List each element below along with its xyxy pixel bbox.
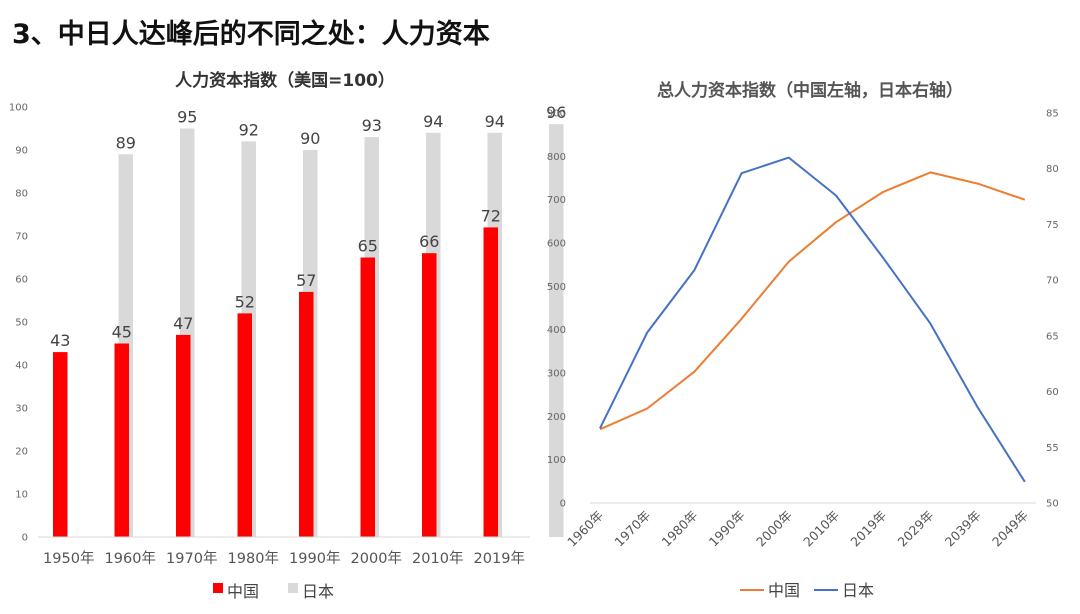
series-line-japan: [599, 156, 1026, 483]
line-x-tick-label: 1970年: [611, 508, 653, 550]
line-y-right-tick-label: 70: [1046, 276, 1059, 287]
bar-china: [299, 291, 314, 537]
bar-japan: [549, 124, 564, 537]
bar-data-label: 72: [481, 206, 501, 225]
line-x-tick-label: 2010年: [800, 508, 842, 550]
bar-y-tick-label: 60: [15, 275, 28, 286]
line-y-left-tick-label: 0: [560, 499, 566, 510]
line-x-tick-label: 2039年: [942, 508, 984, 550]
bar-x-tick-label: 2000年: [351, 550, 402, 567]
line-y-left-tick-label: 900: [547, 109, 566, 120]
legend-label-japan: 日本: [302, 582, 334, 601]
line-y-right-tick-label: 80: [1046, 164, 1059, 175]
bar-china: [422, 253, 437, 537]
bar-y-tick-label: 30: [15, 404, 28, 415]
bar-chart-title: 人力资本指数（美国=100）: [175, 71, 395, 91]
line-y-right-tick-label: 55: [1046, 443, 1059, 454]
bar-data-label: 89: [116, 133, 136, 152]
bar-data-label: 66: [419, 232, 439, 251]
line-y-right-tick-label: 85: [1046, 109, 1059, 120]
bar-x-tick-label: 2019年: [474, 550, 525, 567]
bar-x-tick-label: 2010年: [412, 550, 463, 567]
bar-data-label: 94: [485, 112, 505, 131]
line-x-tick-label: 2000年: [753, 508, 795, 550]
line-y-right-tick-label: 60: [1046, 387, 1059, 398]
bar-data-label: 94: [423, 112, 443, 131]
legend-label-china: 中国: [227, 582, 259, 601]
legend-swatch-japan: [288, 583, 298, 593]
bar-data-label: 65: [358, 237, 378, 256]
line-y-left-tick-label: 400: [547, 325, 566, 336]
bar-y-tick-label: 80: [15, 189, 28, 200]
line-y-right-tick-label: 65: [1046, 331, 1059, 342]
bar-data-label: 43: [50, 331, 70, 350]
bar-y-tick-label: 40: [15, 361, 28, 372]
bar-data-label: 47: [173, 314, 193, 333]
bar-y-tick-label: 100: [9, 103, 28, 114]
page-title: 3、中日人达峰后的不同之处：人力资本: [12, 19, 490, 50]
line-y-left-tick-label: 700: [547, 195, 566, 206]
bar-data-label: 96: [546, 103, 566, 122]
line-y-left-tick-label: 500: [547, 282, 566, 293]
bar-china: [176, 334, 191, 537]
bar-data-label: 57: [296, 271, 316, 290]
bar-x-tick-label: 1980年: [228, 550, 279, 567]
bar-x-tick-label: 1950年: [43, 550, 94, 567]
bar-y-tick-label: 70: [15, 232, 28, 243]
bar-china: [237, 313, 252, 537]
line-x-tick-label: 2049年: [989, 508, 1031, 550]
bar-x-tick-label: 1990年: [289, 550, 340, 567]
line-y-left-tick-label: 800: [547, 152, 566, 163]
bar-china: [483, 227, 498, 537]
bar-x-tick-label: 1970年: [166, 550, 217, 567]
legend-label-japan: 日本: [842, 581, 874, 600]
bar-y-tick-label: 10: [15, 490, 28, 501]
series-line-china: [599, 171, 1026, 431]
line-x-tick-label: 2019年: [847, 508, 889, 550]
bar-data-label: 92: [239, 120, 259, 139]
line-y-left-tick-label: 100: [547, 455, 566, 466]
line-y-left-tick-label: 600: [547, 239, 566, 250]
bar-y-tick-label: 90: [15, 146, 28, 157]
line-y-right-tick-label: 50: [1046, 499, 1059, 510]
line-x-tick-label: 1980年: [659, 508, 701, 550]
bar-y-tick-label: 20: [15, 447, 28, 458]
line-y-right-tick-label: 75: [1046, 220, 1059, 231]
bar-china: [360, 257, 375, 537]
line-x-tick-label: 1960年: [564, 508, 606, 550]
bar-y-tick-label: 0: [22, 533, 28, 544]
bar-data-label: 52: [235, 292, 255, 311]
line-x-tick-label: 2029年: [895, 508, 937, 550]
line-y-left-tick-label: 300: [547, 369, 566, 380]
legend-swatch-china: [213, 583, 223, 593]
bar-china: [114, 343, 129, 537]
bar-data-label: 90: [300, 129, 320, 148]
line-x-tick-label: 1990年: [706, 508, 748, 550]
bar-china: [53, 352, 68, 537]
bar-y-tick-label: 50: [15, 318, 28, 329]
bar-data-label: 45: [112, 323, 132, 342]
bar-data-label: 95: [177, 108, 197, 127]
bar-x-tick-label: 1960年: [105, 550, 156, 567]
bar-data-label: 93: [362, 116, 382, 135]
line-y-left-tick-label: 200: [547, 412, 566, 423]
legend-label-china: 中国: [768, 581, 800, 600]
line-chart-title: 总人力资本指数（中国左轴，日本右轴）: [657, 81, 963, 101]
